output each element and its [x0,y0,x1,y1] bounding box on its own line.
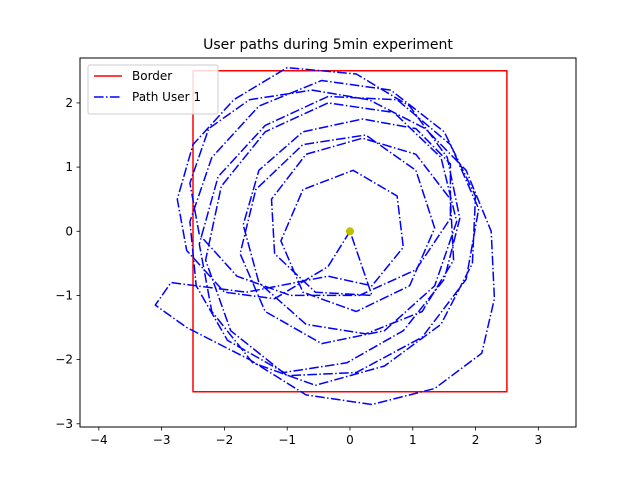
x-tick-label: −2 [216,433,234,447]
chart-title: User paths during 5min experiment [203,37,453,53]
x-tick-label: −4 [90,433,108,447]
y-tick-label: 2 [65,96,73,110]
y-axis: −3 −2 −1 0 1 2 [55,96,80,431]
x-tick-label: 2 [472,433,480,447]
x-tick-label: 3 [535,433,543,447]
x-axis: −4 −3 −2 −1 0 1 2 3 [90,427,542,447]
legend-box [87,64,219,115]
y-tick-label: 0 [65,224,73,238]
y-tick-label: −3 [55,417,73,431]
legend: Border Path User 1 [87,64,219,115]
start-marker-0 [345,227,354,236]
y-tick-label: −2 [55,353,73,367]
legend-label: Path User 1 [132,90,201,104]
x-tick-label: −3 [153,433,171,447]
x-tick-label: −1 [278,433,296,447]
plot-area [154,66,508,406]
axes-frame [79,57,577,428]
series-line-path-user-1 [154,66,496,406]
y-tick-label: 1 [65,160,73,174]
x-tick-label: 1 [409,433,417,447]
x-tick-label: 0 [346,433,354,447]
legend-label: Border [132,69,172,83]
y-tick-label: −1 [55,288,73,302]
